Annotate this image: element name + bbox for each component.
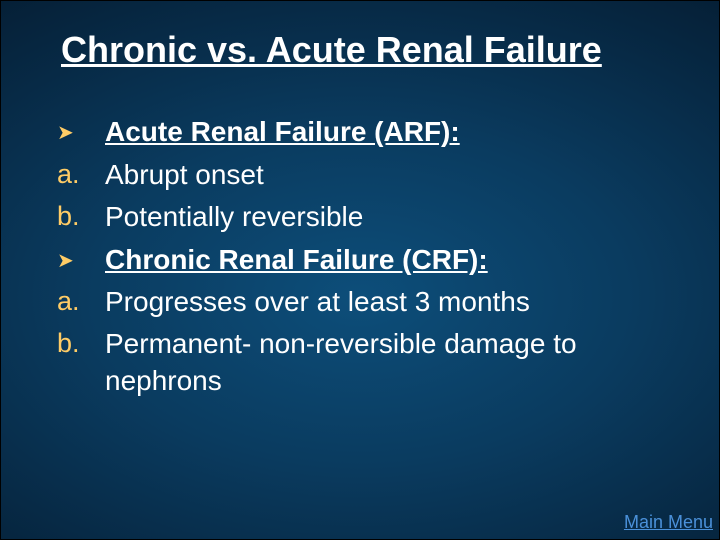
item-text: Potentially reversible [105, 199, 669, 235]
slide: Chronic vs. Acute Renal Failure ➤ Acute … [0, 0, 720, 540]
bullet-letter: b. [53, 326, 105, 361]
item-text: Progresses over at least 3 months [105, 284, 669, 320]
content-list: ➤ Acute Renal Failure (ARF): a. Abrupt o… [53, 114, 669, 399]
list-item: b. Potentially reversible [53, 199, 669, 235]
bullet-arrow-icon: ➤ [53, 114, 105, 146]
list-item: ➤ Chronic Renal Failure (CRF): [53, 242, 669, 278]
bullet-letter: a. [53, 157, 105, 192]
list-item: a. Progresses over at least 3 months [53, 284, 669, 320]
item-heading: Acute Renal Failure (ARF): [105, 114, 669, 150]
item-text: Abrupt onset [105, 157, 669, 193]
bullet-arrow-icon: ➤ [53, 242, 105, 274]
bullet-letter: a. [53, 284, 105, 319]
list-item: b. Permanent- non-reversible damage to n… [53, 326, 669, 399]
item-heading: Chronic Renal Failure (CRF): [105, 242, 669, 278]
list-item: ➤ Acute Renal Failure (ARF): [53, 114, 669, 150]
list-item: a. Abrupt onset [53, 157, 669, 193]
main-menu-link[interactable]: Main Menu [624, 512, 713, 533]
slide-title: Chronic vs. Acute Renal Failure [61, 29, 669, 70]
bullet-letter: b. [53, 199, 105, 234]
item-text: Permanent- non-reversible damage to neph… [105, 326, 669, 399]
